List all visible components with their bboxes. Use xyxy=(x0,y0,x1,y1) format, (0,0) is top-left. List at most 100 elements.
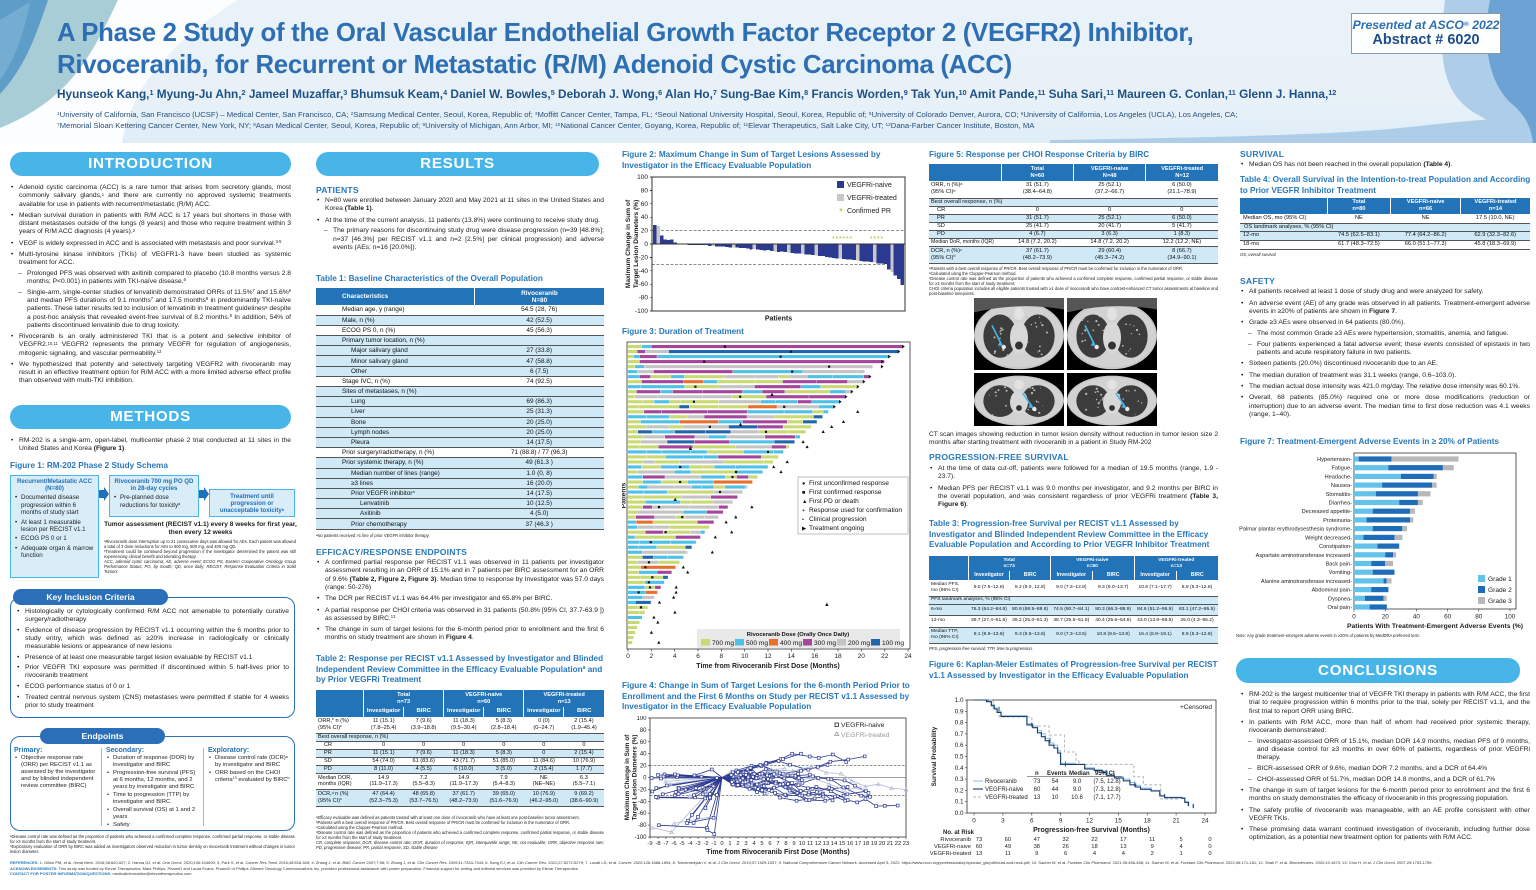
svg-text:Aspartate aminotransferase inc: Aspartate aminotransferase increased- xyxy=(1256,553,1353,559)
svg-text:95% CI: 95% CI xyxy=(1095,771,1115,777)
svg-text:•: • xyxy=(802,517,804,523)
svg-text:*: * xyxy=(877,236,880,243)
svg-text:-40: -40 xyxy=(639,268,649,275)
svg-text:0.0: 0.0 xyxy=(955,810,964,817)
svg-text:0.6: 0.6 xyxy=(955,742,964,749)
svg-text:Clinical progression: Clinical progression xyxy=(809,516,867,523)
svg-text:Back pain-: Back pain- xyxy=(1326,562,1353,568)
svg-text:Grade 1: Grade 1 xyxy=(1488,576,1512,583)
svg-text:3: 3 xyxy=(1001,818,1005,825)
svg-text:500 mg: 500 mg xyxy=(746,640,768,647)
svg-text:16: 16 xyxy=(811,653,819,660)
svg-text:(7.5, 12.8): (7.5, 12.8) xyxy=(1093,779,1120,785)
svg-text:VEGFRi-naive: VEGFRi-naive xyxy=(841,722,885,729)
svg-text:73: 73 xyxy=(976,837,982,843)
svg-text:First unconfirmed response: First unconfirmed response xyxy=(809,480,889,487)
svg-text:0.3: 0.3 xyxy=(955,776,964,783)
svg-text:10: 10 xyxy=(1052,795,1059,801)
svg-text:80: 80 xyxy=(640,728,647,734)
svg-text:9: 9 xyxy=(792,841,795,847)
svg-text:-3: -3 xyxy=(695,841,700,847)
svg-text:Maximum Change in Sum of: Maximum Change in Sum of xyxy=(624,734,631,820)
svg-text:12: 12 xyxy=(764,653,772,660)
svg-text:47: 47 xyxy=(1034,837,1040,843)
svg-text:Palmar plantar erythrodysesthe: Palmar plantar erythrodysesthesia syndro… xyxy=(1239,527,1352,533)
svg-text:60: 60 xyxy=(976,844,982,850)
svg-text:*: * xyxy=(836,236,839,243)
svg-text:Dyspnea-: Dyspnea- xyxy=(1328,596,1352,602)
svg-text:19: 19 xyxy=(871,841,877,847)
svg-text:*: * xyxy=(870,236,873,243)
svg-text:18: 18 xyxy=(1091,844,1097,850)
svg-text:*: * xyxy=(846,236,849,243)
svg-text:60: 60 xyxy=(641,201,649,208)
svg-text:1: 1 xyxy=(728,841,731,847)
svg-text:Diarrhea-: Diarrhea- xyxy=(1329,501,1352,507)
svg-text:0: 0 xyxy=(643,776,647,782)
svg-text:2: 2 xyxy=(736,841,739,847)
svg-text:0.4: 0.4 xyxy=(955,765,964,772)
svg-text:VEGFRi-treated: VEGFRi-treated xyxy=(930,851,971,857)
svg-text:Decreased appetite-: Decreased appetite- xyxy=(1302,509,1353,515)
svg-text:-100: -100 xyxy=(634,835,647,841)
svg-text:21: 21 xyxy=(887,841,893,847)
svg-text:21: 21 xyxy=(1173,818,1181,825)
svg-text:Proteinuria-: Proteinuria- xyxy=(1323,518,1352,524)
svg-text:VEGFRi-treated: VEGFRi-treated xyxy=(841,732,890,739)
svg-text:700 mg: 700 mg xyxy=(712,640,734,647)
svg-text:■: ■ xyxy=(802,490,805,496)
svg-text:100 mg: 100 mg xyxy=(882,640,904,647)
svg-text:-40: -40 xyxy=(638,799,647,805)
svg-text:*: * xyxy=(873,236,876,243)
svg-text:▲: ▲ xyxy=(802,499,807,505)
svg-text:Target Lesion Diameters (%): Target Lesion Diameters (%) xyxy=(633,200,640,289)
svg-text:38: 38 xyxy=(1034,844,1040,850)
svg-text:Weight decreased-: Weight decreased- xyxy=(1305,535,1352,541)
svg-text:Treatment ongoing: Treatment ongoing xyxy=(809,525,864,532)
svg-text:15: 15 xyxy=(839,841,845,847)
svg-text:9: 9 xyxy=(1059,818,1063,825)
svg-text:-60: -60 xyxy=(638,811,647,817)
svg-text:80: 80 xyxy=(641,187,649,194)
svg-text:Stomatitis-: Stomatitis- xyxy=(1326,492,1353,498)
svg-text:40: 40 xyxy=(640,752,647,758)
svg-text:4: 4 xyxy=(673,653,677,660)
svg-text:60: 60 xyxy=(1034,787,1041,793)
svg-text:+: + xyxy=(802,508,805,514)
svg-text:60: 60 xyxy=(640,740,647,746)
svg-text:Events: Events xyxy=(1047,771,1067,777)
svg-text:Alanine aminotransferase incre: Alanine aminotransferase increased- xyxy=(1261,579,1352,585)
svg-text:9.0: 9.0 xyxy=(1073,787,1082,793)
svg-text:5: 5 xyxy=(760,841,763,847)
svg-text:Patients: Patients xyxy=(765,316,792,322)
svg-text:-5: -5 xyxy=(679,841,684,847)
svg-text:-20: -20 xyxy=(638,787,647,793)
svg-text:Nausea-: Nausea- xyxy=(1331,483,1352,489)
svg-text:0: 0 xyxy=(972,818,976,825)
svg-text:Median: Median xyxy=(1069,771,1090,777)
svg-text:0: 0 xyxy=(1208,844,1211,850)
svg-text:(7.1, 17.7): (7.1, 17.7) xyxy=(1093,795,1120,801)
svg-text:18: 18 xyxy=(1144,818,1152,825)
svg-text:Maximum Change in Sum of: Maximum Change in Sum of xyxy=(625,199,632,288)
svg-text:73: 73 xyxy=(1034,779,1041,785)
svg-text:8: 8 xyxy=(784,841,787,847)
svg-text:VEGFRi-treated: VEGFRi-treated xyxy=(985,795,1028,801)
svg-text:5: 5 xyxy=(1179,837,1182,843)
svg-text:-20: -20 xyxy=(639,254,649,261)
svg-text:0: 0 xyxy=(626,653,630,660)
svg-text:-9: -9 xyxy=(647,841,652,847)
svg-text:22: 22 xyxy=(895,841,901,847)
svg-text:300 mg: 300 mg xyxy=(814,640,836,647)
svg-text:*: * xyxy=(832,236,835,243)
svg-text:2: 2 xyxy=(1151,851,1154,857)
svg-text:-8: -8 xyxy=(655,841,660,847)
svg-text:VEGFRi-naive: VEGFRi-naive xyxy=(934,844,971,850)
svg-text:+Censored: +Censored xyxy=(1180,704,1212,711)
svg-text:-4: -4 xyxy=(687,841,693,847)
svg-text:Patients: Patients xyxy=(622,482,627,508)
svg-text:9: 9 xyxy=(1151,844,1154,850)
svg-text:First PD or death: First PD or death xyxy=(809,498,859,505)
svg-text:9.0: 9.0 xyxy=(1073,779,1082,785)
svg-text:Patients With Treatment-Emerge: Patients With Treatment-Emergent Adverse… xyxy=(1347,623,1523,630)
